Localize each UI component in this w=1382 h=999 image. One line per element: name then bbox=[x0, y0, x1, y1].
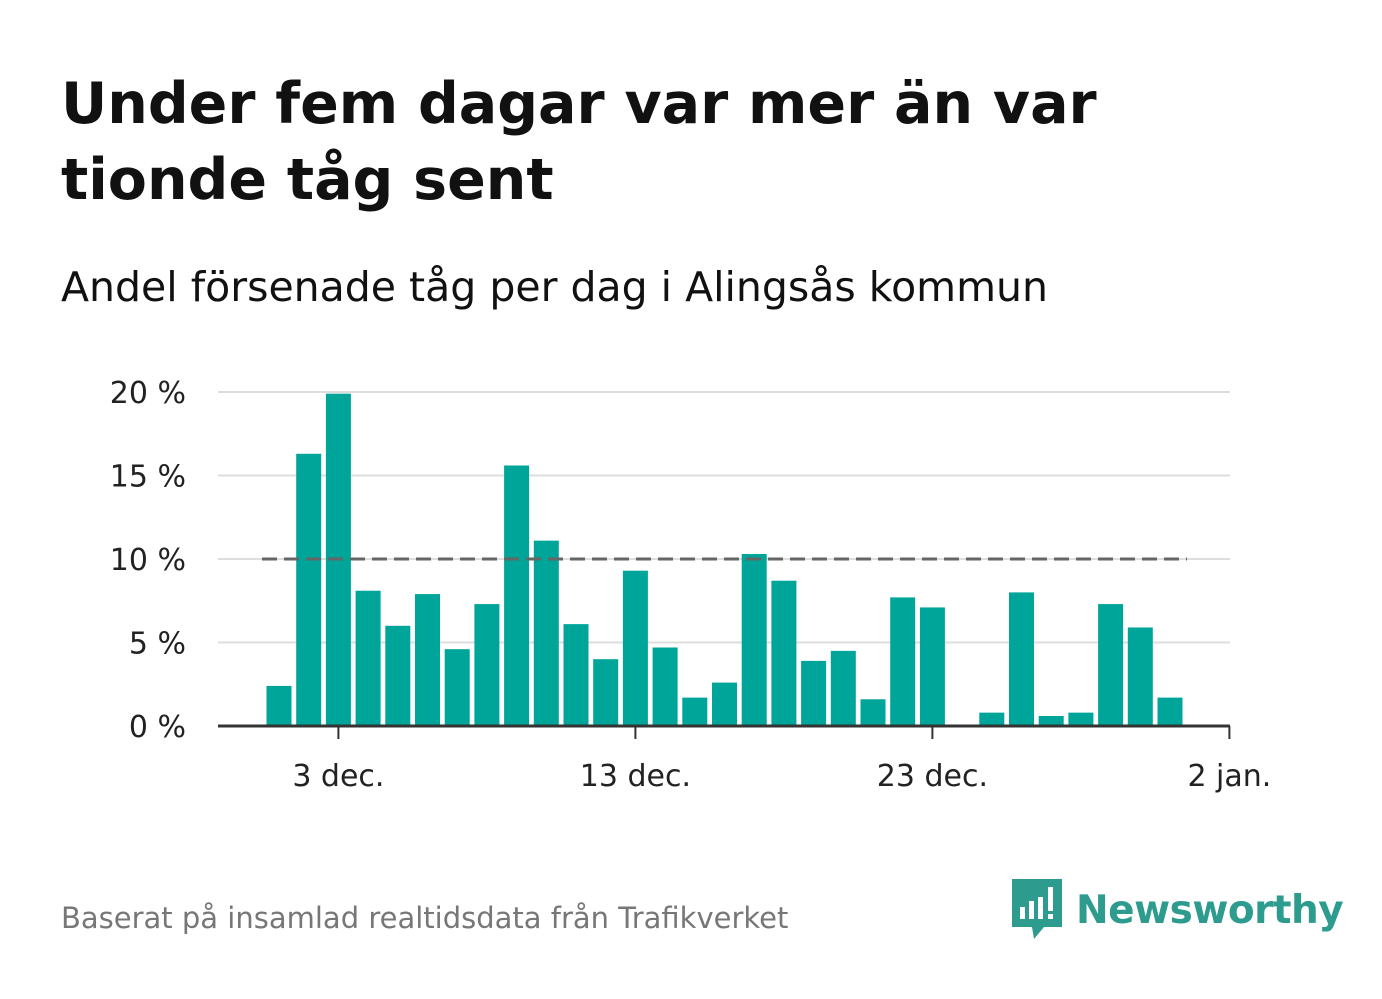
brand-name: Newsworthy bbox=[1076, 887, 1344, 933]
bar bbox=[415, 594, 440, 726]
bar bbox=[474, 604, 500, 726]
y-tick-label: 5 % bbox=[129, 627, 186, 662]
bar bbox=[563, 624, 589, 726]
bar bbox=[682, 697, 708, 726]
bar bbox=[801, 660, 827, 726]
y-tick-label: 0 % bbox=[129, 710, 186, 745]
bar bbox=[712, 682, 737, 726]
brand-logo: Newsworthy bbox=[1012, 878, 1344, 942]
bar bbox=[444, 649, 470, 726]
chart-title: Under fem dagar var mer än var tionde tå… bbox=[61, 71, 1097, 213]
bar bbox=[652, 647, 678, 726]
bar bbox=[1157, 697, 1183, 726]
bar bbox=[860, 699, 886, 726]
x-tick-label: 13 dec. bbox=[580, 759, 691, 794]
bar bbox=[830, 650, 856, 726]
chart-subtitle: Andel försenade tåg per dag i Alingsås k… bbox=[61, 263, 1049, 311]
newsworthy-logo-icon bbox=[1012, 879, 1062, 939]
bar bbox=[1038, 715, 1064, 726]
bar bbox=[355, 590, 381, 726]
bar bbox=[771, 580, 797, 726]
bar bbox=[266, 685, 292, 726]
bar bbox=[1009, 592, 1034, 726]
bar bbox=[890, 597, 916, 726]
x-tick-label: 3 dec. bbox=[292, 759, 384, 794]
bar bbox=[533, 540, 559, 726]
x-tick-label: 2 jan. bbox=[1187, 759, 1271, 794]
bar bbox=[296, 453, 322, 726]
y-tick-label: 10 % bbox=[110, 543, 186, 578]
y-axis-labels: 0 % 5 % 10 % 15 % 20 % bbox=[110, 376, 186, 745]
bars bbox=[266, 393, 1183, 726]
bar bbox=[622, 570, 648, 726]
y-tick-label: 20 % bbox=[110, 376, 186, 411]
bar bbox=[741, 553, 767, 726]
y-tick-label: 15 % bbox=[110, 460, 186, 495]
bar bbox=[979, 712, 1005, 726]
bar bbox=[919, 607, 945, 726]
bar bbox=[1127, 627, 1153, 726]
x-tick-label: 23 dec. bbox=[877, 759, 988, 794]
bar bbox=[385, 625, 411, 726]
bar bbox=[1068, 712, 1094, 726]
bar-chart: 0 % 5 % 10 % 15 % 20 % 3 dec. 13 dec. 23 dec. 2… bbox=[110, 376, 1272, 794]
bar bbox=[1098, 604, 1124, 726]
x-axis-ticks: 3 dec. 13 dec. 23 dec. 2 jan. bbox=[292, 726, 1271, 794]
source-note: Baserat på insamlad realtidsdata från Tr… bbox=[61, 901, 789, 935]
bar bbox=[593, 659, 619, 726]
bar bbox=[504, 465, 530, 726]
